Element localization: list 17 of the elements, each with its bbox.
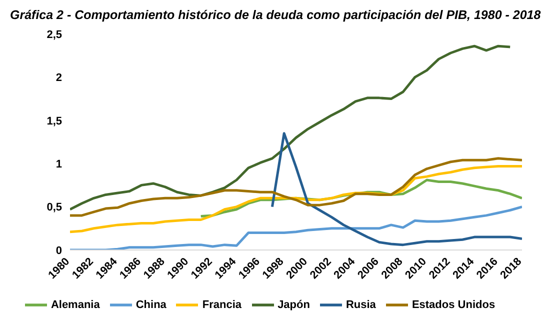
- legend-label: Estados Unidos: [412, 298, 496, 311]
- line-series: [70, 206, 522, 250]
- legend-label: China: [136, 298, 166, 311]
- chart-title: Gráfica 2 - Comportamiento histórico de la deuda como participación del PIB, 1980 - 2018: [9, 8, 542, 22]
- legend-label: Japón: [278, 298, 310, 311]
- y-tick-label: 0: [56, 244, 62, 257]
- line-series: [70, 157, 522, 217]
- y-tick-label: 1: [56, 158, 62, 171]
- line-series: [270, 132, 522, 246]
- y-tick-label: 2: [56, 72, 62, 84]
- line-series: [70, 44, 512, 211]
- legend-label: Rusia: [346, 298, 376, 311]
- y-tick-label: 1,5: [46, 115, 62, 128]
- legend-label: Alemania: [50, 298, 100, 311]
- legend-label: Francia: [202, 298, 242, 311]
- y-tick-label: 0,5: [46, 202, 62, 214]
- y-tick-label: 2,5: [46, 28, 62, 41]
